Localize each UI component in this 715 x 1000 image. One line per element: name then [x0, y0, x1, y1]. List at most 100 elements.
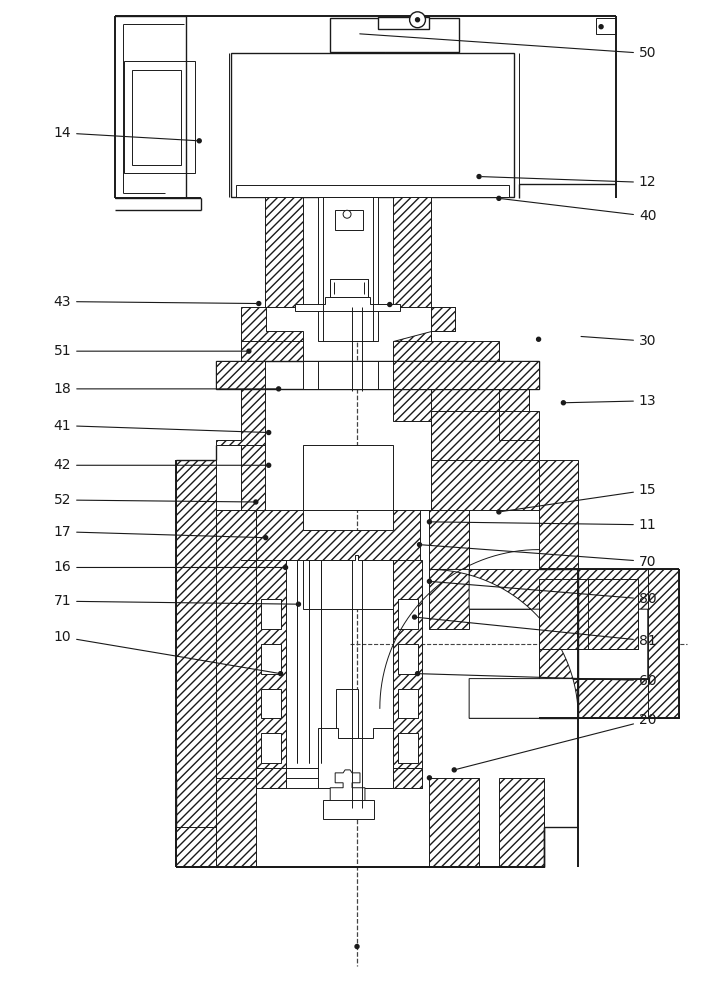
Polygon shape [538, 579, 638, 649]
Text: 14: 14 [54, 126, 197, 141]
Bar [385, 52, 430, 66]
Text: 81: 81 [418, 617, 656, 648]
Text: 17: 17 [54, 525, 263, 539]
Text: 70: 70 [423, 545, 656, 569]
Polygon shape [216, 381, 265, 445]
Circle shape [497, 196, 501, 200]
Text: 60: 60 [420, 674, 656, 688]
Circle shape [197, 139, 201, 143]
Circle shape [297, 602, 300, 606]
Circle shape [497, 510, 501, 514]
Polygon shape [318, 728, 393, 788]
Polygon shape [241, 341, 303, 381]
Circle shape [453, 768, 456, 772]
Bar [398, 733, 418, 763]
Polygon shape [393, 197, 431, 307]
Text: 12: 12 [482, 175, 656, 189]
Bar [378, 17, 430, 29]
Circle shape [284, 565, 287, 569]
Polygon shape [393, 307, 528, 421]
Text: 15: 15 [502, 483, 656, 512]
Text: 10: 10 [54, 630, 278, 673]
Circle shape [599, 25, 603, 29]
Polygon shape [469, 679, 679, 718]
Bar [318, 197, 378, 341]
Text: 20: 20 [457, 713, 656, 769]
Polygon shape [499, 778, 543, 867]
Circle shape [343, 210, 351, 218]
Bar [398, 644, 418, 674]
Circle shape [388, 303, 392, 307]
Polygon shape [265, 197, 303, 307]
Polygon shape [303, 555, 393, 609]
Polygon shape [538, 460, 578, 718]
Text: 30: 30 [581, 334, 656, 348]
Text: 42: 42 [54, 458, 266, 472]
Circle shape [247, 349, 251, 353]
Polygon shape [241, 307, 303, 341]
Circle shape [428, 520, 431, 524]
Polygon shape [430, 510, 469, 629]
Polygon shape [177, 778, 256, 867]
Polygon shape [216, 445, 265, 510]
Bar [261, 644, 280, 674]
Bar [323, 800, 374, 819]
Text: 18: 18 [54, 382, 276, 396]
Bar [231, 53, 514, 197]
Circle shape [415, 18, 420, 22]
Polygon shape [256, 560, 285, 778]
Text: 13: 13 [566, 394, 656, 408]
Bar [330, 279, 368, 297]
Circle shape [254, 500, 258, 504]
Circle shape [267, 463, 271, 467]
Bar [330, 18, 459, 52]
Bar [398, 689, 418, 718]
Circle shape [536, 337, 541, 341]
Polygon shape [469, 569, 679, 609]
Circle shape [428, 579, 431, 583]
Polygon shape [430, 569, 648, 718]
Polygon shape [216, 361, 265, 389]
Text: 52: 52 [54, 493, 253, 507]
Polygon shape [393, 361, 538, 389]
Polygon shape [241, 510, 420, 560]
Bar [261, 689, 280, 718]
Circle shape [413, 615, 417, 619]
Text: 80: 80 [432, 582, 656, 606]
Text: 50: 50 [360, 34, 656, 60]
Bar [303, 445, 393, 510]
Polygon shape [393, 768, 423, 788]
Polygon shape [256, 768, 423, 788]
Circle shape [355, 945, 359, 948]
Polygon shape [648, 569, 679, 718]
Circle shape [279, 672, 282, 676]
Circle shape [264, 536, 267, 540]
Bar [124, 61, 195, 173]
Polygon shape [588, 579, 638, 649]
Text: 51: 51 [54, 344, 246, 358]
Polygon shape [431, 411, 538, 460]
Polygon shape [216, 510, 256, 778]
Circle shape [257, 302, 261, 306]
Bar [261, 599, 280, 629]
Circle shape [428, 776, 431, 780]
Polygon shape [393, 560, 423, 778]
Bar [398, 599, 418, 629]
Bar [236, 185, 509, 197]
Bar [596, 18, 616, 34]
Polygon shape [295, 297, 400, 311]
Polygon shape [393, 307, 455, 341]
Polygon shape [430, 778, 479, 867]
Polygon shape [330, 770, 365, 808]
Circle shape [267, 431, 271, 435]
Text: 43: 43 [54, 295, 256, 309]
Text: 71: 71 [54, 594, 296, 608]
Bar [261, 733, 280, 763]
Polygon shape [431, 366, 538, 445]
Polygon shape [393, 445, 538, 510]
Circle shape [477, 175, 481, 179]
Bar [395, 66, 420, 78]
Bar [335, 210, 363, 230]
Circle shape [415, 672, 420, 676]
Text: 40: 40 [502, 199, 656, 223]
